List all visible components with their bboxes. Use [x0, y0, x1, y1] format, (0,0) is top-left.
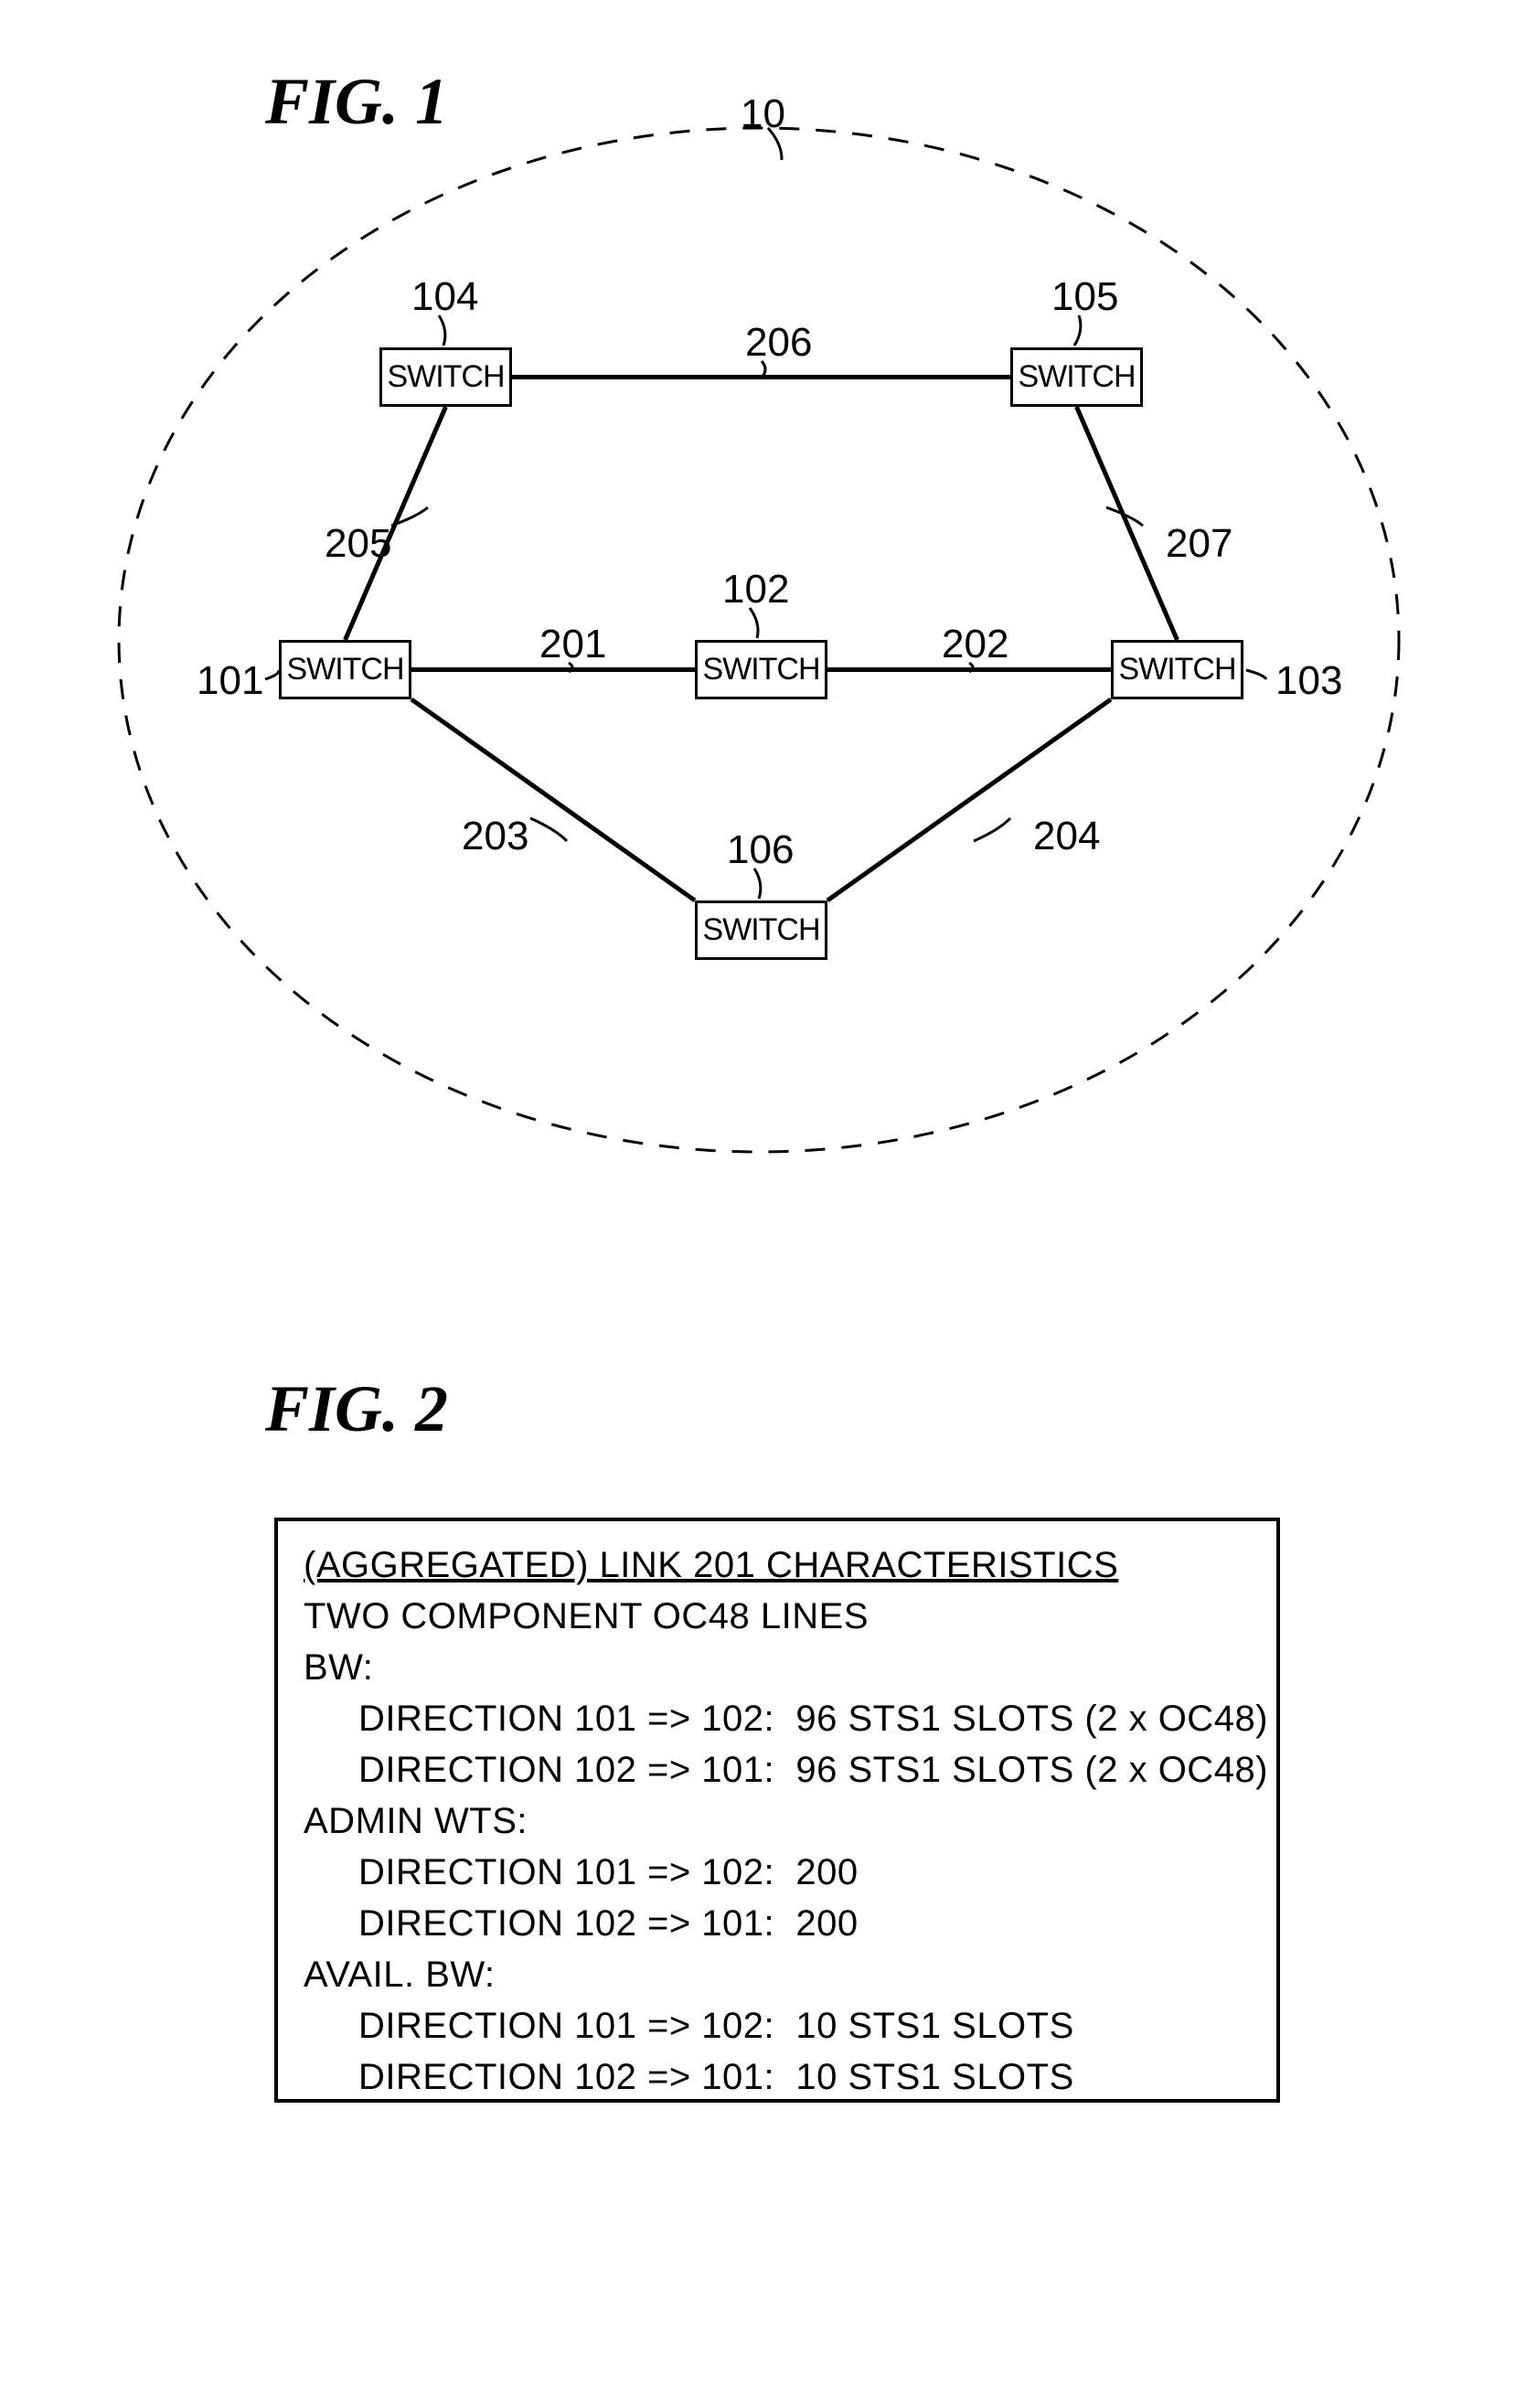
ref-edge-207: 207 [1166, 521, 1232, 567]
ref-node-106: 106 [727, 827, 794, 873]
switch-node-103: SWITCH [1111, 640, 1243, 699]
char-box-line-7: AVAIL. BW: [304, 1949, 1251, 2000]
char-box-line-1: BW: [304, 1642, 1251, 1693]
edge-204 [827, 699, 1111, 900]
leader-line [265, 670, 279, 679]
char-box-line-2: DIRECTION 101 => 102: 96 STS1 SLOTS (2 x… [304, 1693, 1251, 1744]
switch-node-105: SWITCH [1010, 347, 1143, 407]
leader-line [530, 818, 567, 841]
ref-edge-201: 201 [539, 622, 606, 667]
ref-edge-202: 202 [942, 622, 1008, 667]
leader-line [1246, 670, 1266, 679]
ref-node-102: 102 [722, 567, 789, 613]
ref-node-103: 103 [1275, 658, 1342, 704]
char-box-line-8: DIRECTION 101 => 102: 10 STS1 SLOTS [304, 2000, 1251, 2051]
char-box-line-9: DIRECTION 102 => 101: 10 STS1 SLOTS [304, 2051, 1251, 2103]
link-characteristics-box: (AGGREGATED) LINK 201 CHARACTERISTICSTWO… [274, 1518, 1280, 2103]
char-box-title: (AGGREGATED) LINK 201 CHARACTERISTICS [304, 1540, 1251, 1591]
ref-node-101: 101 [197, 658, 263, 704]
switch-node-102: SWITCH [695, 640, 827, 699]
page: FIG. 1 SWITCHSWITCHSWITCHSWITCHSWITCHSWI… [0, 0, 1515, 2408]
leader-line [974, 818, 1010, 841]
ref-edge-203: 203 [462, 814, 528, 859]
char-box-line-6: DIRECTION 102 => 101: 200 [304, 1898, 1251, 1949]
switch-node-104: SWITCH [379, 347, 512, 407]
ref-edge-204: 204 [1033, 814, 1100, 859]
switch-node-106: SWITCH [695, 900, 827, 960]
ref-node-104: 104 [411, 274, 478, 320]
ref-edge-206: 206 [745, 320, 812, 366]
ref-edge-205: 205 [325, 521, 391, 567]
ref-boundary-10: 10 [741, 91, 785, 137]
edge-207 [1077, 407, 1178, 640]
leader-lines-group [265, 128, 1266, 899]
ref-node-105: 105 [1051, 274, 1118, 320]
char-box-line-4: ADMIN WTS: [304, 1795, 1251, 1847]
switch-node-101: SWITCH [279, 640, 411, 699]
edge-203 [411, 699, 695, 900]
char-box-line-5: DIRECTION 101 => 102: 200 [304, 1847, 1251, 1898]
char-box-line-0: TWO COMPONENT OC48 LINES [304, 1591, 1251, 1642]
figure-2-label: FIG. 2 [265, 1371, 448, 1447]
char-box-line-3: DIRECTION 102 => 101: 96 STS1 SLOTS (2 x… [304, 1744, 1251, 1795]
